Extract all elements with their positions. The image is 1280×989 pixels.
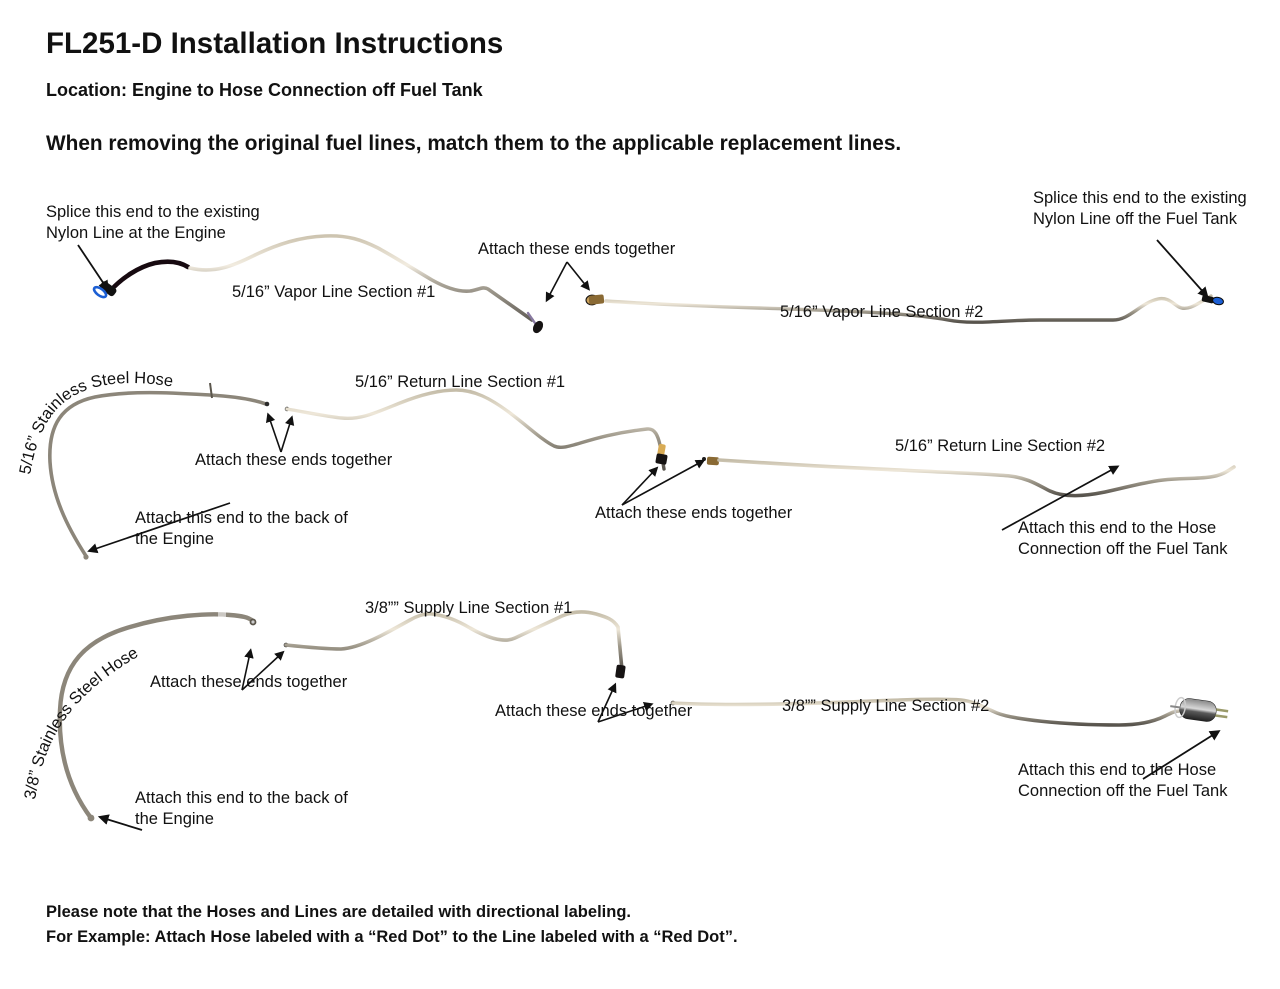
svg-text:3/8” Stainless Steel Hose: 3/8” Stainless Steel Hose xyxy=(21,644,141,801)
